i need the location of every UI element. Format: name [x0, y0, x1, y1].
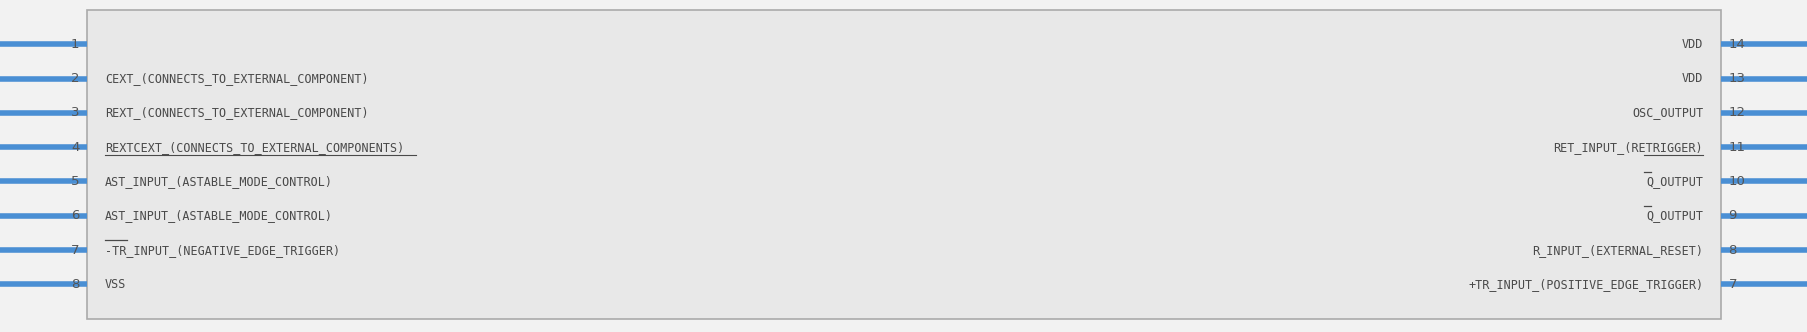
Text: VDD: VDD	[1681, 38, 1702, 51]
Text: AST_INPUT_(ASTABLE_MODE_CONTROL): AST_INPUT_(ASTABLE_MODE_CONTROL)	[105, 209, 332, 222]
Text: VSS: VSS	[105, 278, 126, 291]
Text: -TR_INPUT_(NEGATIVE_EDGE_TRIGGER): -TR_INPUT_(NEGATIVE_EDGE_TRIGGER)	[105, 244, 340, 257]
Text: CEXT_(CONNECTS_TO_EXTERNAL_COMPONENT): CEXT_(CONNECTS_TO_EXTERNAL_COMPONENT)	[105, 72, 369, 85]
FancyBboxPatch shape	[87, 10, 1720, 319]
Text: 11: 11	[1727, 141, 1744, 154]
Text: Q_OUTPUT: Q_OUTPUT	[1644, 175, 1702, 188]
Text: REXTCEXT_(CONNECTS_TO_EXTERNAL_COMPONENTS): REXTCEXT_(CONNECTS_TO_EXTERNAL_COMPONENT…	[105, 141, 405, 154]
Text: 8: 8	[70, 278, 80, 291]
Text: 12: 12	[1727, 106, 1744, 120]
Text: OSC_OUTPUT: OSC_OUTPUT	[1632, 106, 1702, 120]
Text: 8: 8	[1727, 244, 1737, 257]
Text: +TR_INPUT_(POSITIVE_EDGE_TRIGGER): +TR_INPUT_(POSITIVE_EDGE_TRIGGER)	[1467, 278, 1702, 291]
Text: Q_OUTPUT: Q_OUTPUT	[1644, 209, 1702, 222]
Text: 6: 6	[70, 209, 80, 222]
Text: 9: 9	[1727, 209, 1737, 222]
Text: 10: 10	[1727, 175, 1744, 188]
Text: AST_INPUT_(ASTABLE_MODE_CONTROL): AST_INPUT_(ASTABLE_MODE_CONTROL)	[105, 175, 332, 188]
Text: 5: 5	[70, 175, 80, 188]
Text: 1: 1	[70, 38, 80, 51]
Text: 4: 4	[70, 141, 80, 154]
Text: R_INPUT_(EXTERNAL_RESET): R_INPUT_(EXTERNAL_RESET)	[1531, 244, 1702, 257]
Text: RET_INPUT_(RETRIGGER): RET_INPUT_(RETRIGGER)	[1552, 141, 1702, 154]
Text: 14: 14	[1727, 38, 1744, 51]
Text: 7: 7	[70, 244, 80, 257]
Text: 7: 7	[1727, 278, 1737, 291]
Text: VDD: VDD	[1681, 72, 1702, 85]
Text: REXT_(CONNECTS_TO_EXTERNAL_COMPONENT): REXT_(CONNECTS_TO_EXTERNAL_COMPONENT)	[105, 106, 369, 120]
Text: 13: 13	[1727, 72, 1744, 85]
Text: 3: 3	[70, 106, 80, 120]
Text: 2: 2	[70, 72, 80, 85]
